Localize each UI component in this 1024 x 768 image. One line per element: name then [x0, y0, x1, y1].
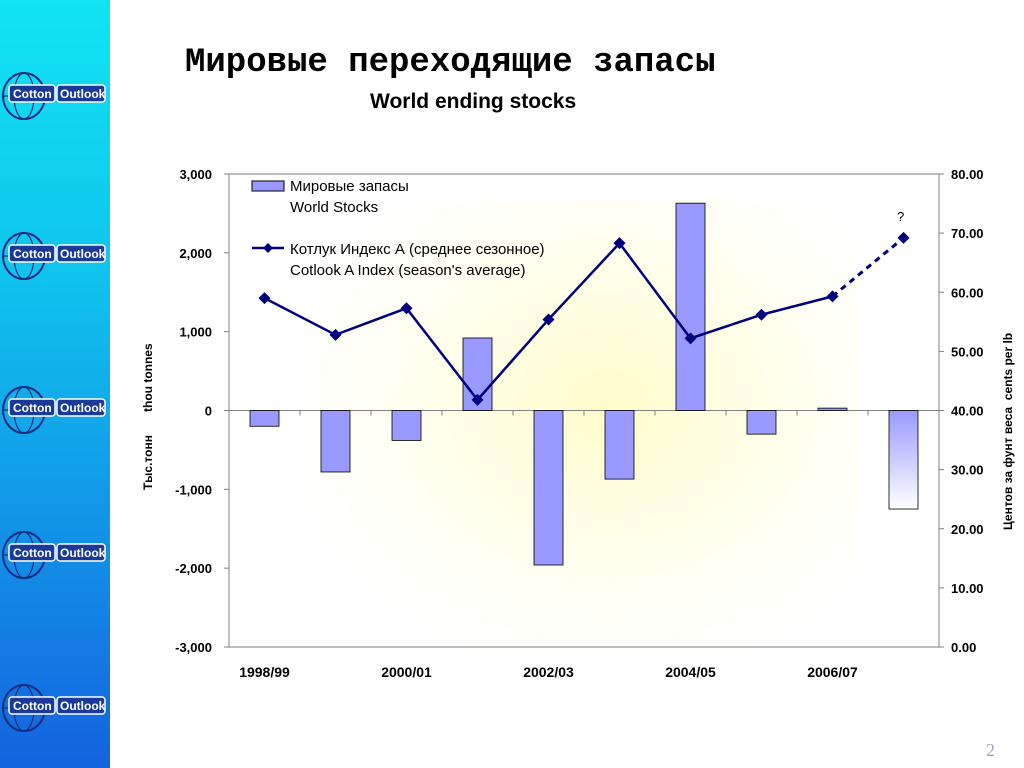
page-title: Мировые переходящие запасы [185, 44, 716, 82]
bar-1998/99 [249, 410, 280, 427]
x-axis-tick-label: 2000/01 [381, 664, 432, 680]
line-point-2003/04 [613, 237, 626, 250]
logo-badge-left [8, 244, 56, 263]
line-series-projection [831, 236, 905, 298]
right-axis-tick-label: 20.00 [951, 522, 984, 537]
logo-badge-left [8, 696, 56, 715]
left-axis-tick-label: -3,000 [175, 640, 212, 655]
left-axis-tick-label: -2,000 [175, 561, 212, 576]
bar-2000/01 [391, 410, 422, 441]
bar-2005/06 [746, 410, 777, 435]
logo-badge-right [56, 543, 106, 562]
line-point-2007/08 [897, 231, 910, 244]
right-axis-tick-label: 80.00 [951, 167, 984, 182]
left-axis-tick-label: 3,000 [179, 167, 212, 182]
bar-series [249, 202, 919, 566]
logo-badge-left [8, 84, 56, 103]
right-axis-tick-label: 60.00 [951, 285, 984, 300]
logo-text-right: Outlook [60, 699, 106, 713]
line-point-2005/06 [755, 308, 768, 321]
legend-bar-swatch [251, 180, 285, 192]
bar-2006/07 [817, 407, 848, 411]
cotton-outlook-logo: Cotton Outlook [2, 386, 106, 434]
logo-badge-left [8, 543, 56, 562]
cotton-outlook-logo: Cotton Outlook [2, 531, 106, 579]
right-axis-title: Центов за фунт веса cents per lb [1001, 333, 1015, 530]
left-axis-tick-label: 0 [205, 404, 212, 419]
legend-line-label-ru: Котлук Индекс А (среднее сезонное) [290, 241, 545, 258]
line-point-2006/07 [826, 290, 839, 303]
logo-text-left: Cotton [13, 546, 52, 560]
projection-annotation: ? [897, 209, 904, 224]
right-axis-tick-label: 0.00 [951, 640, 976, 655]
right-axis-tick-label: 70.00 [951, 226, 984, 241]
cotton-outlook-logo: Cotton Outlook [2, 72, 106, 120]
line-point-1999/00 [329, 328, 342, 341]
logo-badge-right [56, 696, 106, 715]
bar-1999/00 [320, 410, 351, 473]
line-point-2000/01 [400, 302, 413, 315]
logo-text-left: Cotton [13, 699, 52, 713]
bar-2003/04 [604, 410, 635, 480]
line-point-2002/03 [542, 313, 555, 326]
logo-badge-right [56, 84, 106, 103]
left-axis-tick-label: 2,000 [179, 246, 212, 261]
logo-text-left: Cotton [13, 87, 52, 101]
bar-2007/08 [888, 410, 919, 510]
page-number: 2 [986, 740, 995, 760]
sidebar-panel: Cotton Outlook Cotton Outlook Cotton Outlook C… [0, 0, 110, 768]
chart-legend: Мировые запасы World Stocks Котлук Индек… [251, 178, 545, 279]
right-axis-tick-label: 40.00 [951, 404, 984, 419]
right-axis-tick-label: 10.00 [951, 581, 984, 596]
line-point-2001/02 [471, 393, 484, 406]
legend-line-label-en: Cotlook A Index (season's average) [290, 262, 526, 279]
left-axis-tick-label: 1,000 [179, 325, 212, 340]
left-axis-title-en: thou tonnes [141, 343, 155, 412]
bar-2004/05 [675, 202, 706, 411]
left-axis-tick-label: -1,000 [175, 482, 212, 497]
right-axis-tick-label: 50.00 [951, 344, 984, 359]
logo-text-right: Outlook [60, 247, 106, 261]
line-point-1998/99 [258, 292, 271, 305]
cotton-outlook-logo: Cotton Outlook [2, 232, 106, 280]
logo-text-right: Outlook [60, 87, 106, 101]
line-series [258, 231, 910, 406]
right-axis-tick-label: 30.00 [951, 463, 984, 478]
x-axis-tick-label: 2002/03 [523, 664, 574, 680]
page-subtitle: World ending stocks [370, 90, 577, 113]
logo-text-right: Outlook [60, 546, 106, 560]
line-point-2004/05 [684, 332, 697, 345]
cotton-outlook-logo: Cotton Outlook [2, 684, 106, 732]
logo-text-right: Outlook [60, 401, 106, 415]
x-axis-tick-label: 2004/05 [665, 664, 716, 680]
logo-badge-right [56, 244, 106, 263]
logo-badge-right [56, 398, 106, 417]
bar-2002/03 [533, 410, 564, 566]
legend-line-marker [263, 243, 273, 253]
left-axis-title-ru: Тыс.тонн [141, 435, 155, 490]
legend-bar-label-en: World Stocks [290, 199, 378, 216]
logo-text-left: Cotton [13, 247, 52, 261]
logo-text-left: Cotton [13, 401, 52, 415]
logo-badge-left [8, 398, 56, 417]
x-axis-tick-label: 1998/99 [239, 664, 290, 680]
x-axis-tick-label: 2006/07 [807, 664, 858, 680]
legend-bar-label-ru: Мировые запасы [290, 178, 409, 195]
